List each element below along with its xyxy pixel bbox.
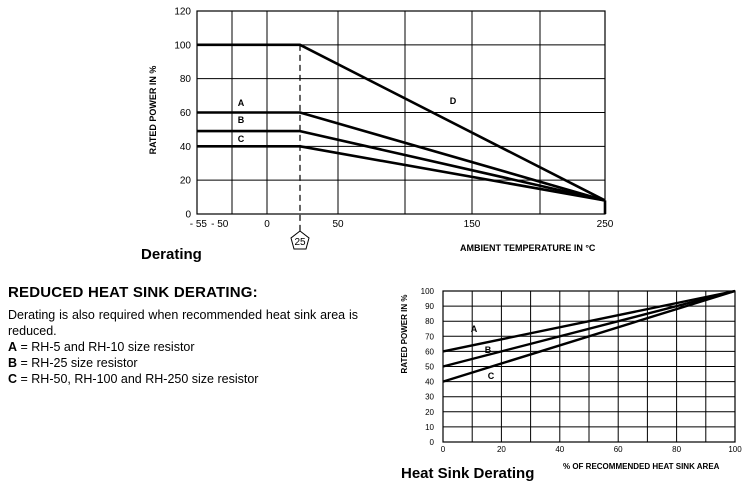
series-b-line (442, 289, 736, 368)
derating-y-axis-label: RATED POWER IN % (148, 66, 158, 155)
series-c-line (197, 145, 606, 202)
marker-pentagon (290, 230, 310, 250)
derating-series (197, 43, 607, 214)
series-label-c: C (488, 371, 495, 381)
series-label-a: A (238, 98, 245, 108)
y-tick-label: 90 (425, 302, 434, 311)
definition-a: A = RH-5 and RH-10 size resistor (8, 339, 358, 355)
x-tick-label: 80 (672, 445, 681, 454)
definition-sep: = (17, 372, 32, 386)
definition-b: B = RH-25 size resistor (8, 355, 358, 371)
heat-sink-series (442, 289, 736, 383)
x-tick-label: 60 (614, 445, 623, 454)
series-a-line (442, 289, 736, 353)
heat-sink-y-axis-label: RATED POWER IN % (400, 295, 409, 374)
definition-value: RH-50, RH-100 and RH-250 size resistor (31, 372, 259, 386)
definition-sep: = (17, 356, 32, 370)
y-tick-label: 70 (425, 332, 434, 341)
section-body: Derating is also required when recommend… (8, 308, 358, 338)
series-c-line (442, 289, 736, 383)
x-tick-label: 0 (264, 219, 270, 230)
derating-labels: 0 20 40 60 80 100 120 - 55- 50 0 50 150 250 25 D ABC (174, 7, 614, 250)
definition-value: RH-5 and RH-10 size resistor (31, 340, 195, 354)
series-label-b: B (485, 345, 492, 355)
derating-title: Derating (141, 246, 202, 263)
heat-sink-labels: 0 10 20 30 40 50 60 70 80 90 100 0 20 40 60 80 100 A B C (421, 287, 743, 454)
definition-key: C (8, 372, 18, 386)
x-tick-label: 40 (555, 445, 564, 454)
series-label-d: D (450, 96, 457, 106)
series-label-a: A (471, 324, 478, 334)
series-d-line (197, 43, 606, 202)
y-tick-label: 40 (425, 378, 434, 387)
heat-sink-x-axis-label: % OF RECOMMENDED HEAT SINK AREA (563, 462, 720, 471)
marker-label: 25 (294, 237, 306, 248)
y-tick-label: 60 (180, 108, 192, 119)
x-tick-label: 0 (441, 445, 446, 454)
series-a-line (197, 111, 606, 202)
section-heading: REDUCED HEAT SINK DERATING: (8, 284, 258, 301)
y-tick-label: 40 (180, 142, 192, 153)
x-tick-label: 50 (332, 219, 344, 230)
y-tick-label: 10 (425, 423, 434, 432)
y-tick-label: 20 (180, 176, 192, 187)
heat-sink-grid (442, 290, 736, 443)
x-tick-label: 250 (597, 219, 614, 230)
reduced-heat-sink-text: REDUCED HEAT SINK DERATING: Derating is … (8, 284, 358, 387)
x-tick-label: 100 (728, 445, 742, 454)
x-tick-label: 20 (497, 445, 506, 454)
y-tick-label: 0 (185, 210, 191, 221)
definition-value: RH-25 size resistor (31, 356, 138, 370)
y-tick-label: 0 (430, 438, 435, 447)
series-label-b: B (238, 115, 245, 125)
y-tick-label: 100 (174, 40, 191, 51)
y-tick-label: 20 (425, 408, 434, 417)
definition-key: B (8, 356, 18, 370)
y-tick-label: 30 (425, 393, 434, 402)
definition-key: A (8, 340, 18, 354)
y-tick-label: 60 (425, 347, 434, 356)
definition-sep: = (17, 340, 32, 354)
y-tick-label: 80 (180, 74, 192, 85)
series-label-c: C (238, 134, 245, 144)
heat-sink-title: Heat Sink Derating (401, 465, 534, 482)
y-tick-label: 100 (421, 287, 435, 296)
definition-c: C = RH-50, RH-100 and RH-250 size resist… (8, 371, 358, 387)
x-tick-label: 150 (464, 219, 481, 230)
x-tick-label: - 55 (190, 219, 208, 230)
derating-x-axis-label: AMBIENT TEMPERATURE IN °C (460, 243, 596, 253)
y-tick-label: 50 (425, 363, 434, 372)
x-tick-label: - 50 (211, 219, 229, 230)
y-tick-label: 120 (174, 7, 191, 18)
y-tick-label: 80 (425, 317, 434, 326)
series-b-line (197, 129, 606, 202)
